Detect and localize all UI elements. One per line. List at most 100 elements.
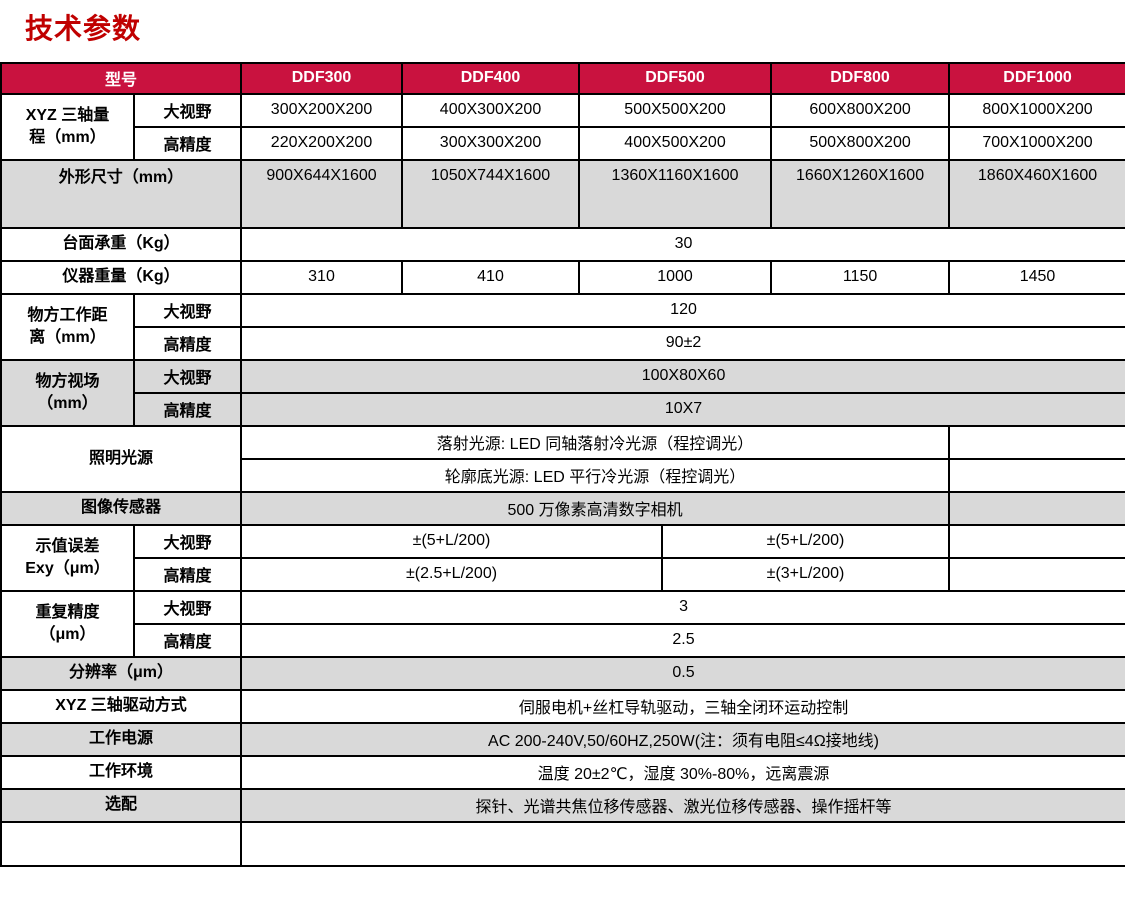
cell-value: 310 (240, 259, 404, 295)
cell-value: 100X80X60 (240, 358, 1125, 394)
empty-cell (948, 556, 1125, 592)
row-light-source-1: 照明光源 落射光源: LED 同轴落射冷光源（程控调光） (0, 424, 1125, 493)
cell-value: 500X800X200 (770, 125, 951, 161)
cell-value: 1450 (948, 259, 1125, 295)
row-field-of-view-bigview: 物方视场 （mm） 大视野 100X80X60 (0, 358, 1125, 427)
label-power: 工作电源 (0, 721, 243, 757)
cell-value: 2.5 (240, 622, 1125, 658)
label-drive-mode: XYZ 三轴驱动方式 (0, 688, 243, 724)
sublabel-big-view: 大视野 (132, 358, 243, 394)
cell-value: 500 万像素高清数字相机 (240, 490, 951, 526)
cell-value: 400X300X200 (401, 92, 581, 128)
row-image-sensor: 图像传感器 500 万像素高清数字相机 (0, 490, 1125, 526)
sublabel-high-precision: 高精度 (132, 391, 243, 427)
cell-value: 1360X1160X1600 (578, 158, 773, 229)
cell-value: 伺服电机+丝杠导轨驱动，三轴全闭环运动控制 (240, 688, 1125, 724)
header-model-ddf300: DDF300 (240, 61, 404, 95)
header-model-ddf800: DDF800 (770, 61, 951, 95)
cell-value: 1150 (770, 259, 951, 295)
row-light-source-2: 轮廓底光源: LED 平行冷光源（程控调光） (1, 457, 1125, 493)
label-field-of-view: 物方视场 （mm） (0, 358, 135, 427)
label-options: 选配 (0, 787, 243, 823)
cell-value: 0.5 (240, 655, 1125, 691)
cell-value: 1860X460X1600 (948, 158, 1125, 229)
cell-value: 300X300X200 (401, 125, 581, 161)
cell-value: 300X200X200 (240, 92, 404, 128)
cell-value: 900X644X1600 (240, 158, 404, 229)
sublabel-high-precision: 高精度 (132, 556, 243, 592)
cell-value: 10X7 (240, 391, 1125, 427)
cell-value: 120 (240, 292, 1125, 328)
row-repeatability-highprec: 高精度 2.5 (1, 622, 1125, 658)
sublabel-big-view: 大视野 (132, 589, 243, 625)
row-environment: 工作环境 温度 20±2℃，湿度 30%-80%，远离震源 (0, 754, 1125, 790)
sublabel-high-precision: 高精度 (132, 125, 243, 161)
header-model-ddf500: DDF500 (578, 61, 773, 95)
label-table-load: 台面承重（Kg） (0, 226, 243, 262)
spec-table: 型号 DDF300 DDF400 DDF500 DDF800 DDF1000 X… (0, 61, 1125, 867)
label-xyz-range: XYZ 三轴量 程（mm） (0, 92, 135, 161)
row-field-of-view-highprec: 高精度 10X7 (1, 391, 1125, 427)
row-working-distance-bigview: 物方工作距 离（mm） 大视野 120 (0, 292, 1125, 361)
cell-value: AC 200-240V,50/60HZ,250W(注：须有电阻≤4Ω接地线) (240, 721, 1125, 757)
cell-value: 1660X1260X1600 (770, 158, 951, 229)
cell-value: 探针、光谱共焦位移传感器、激光位移传感器、操作摇杆等 (240, 787, 1125, 823)
cell-value: ±(5+L/200) (240, 523, 664, 559)
cell-value: 30 (240, 226, 1125, 262)
cell-value: ±(2.5+L/200) (240, 556, 664, 592)
row-indication-error-highprec: 高精度 ±(2.5+L/200) ±(3+L/200) (1, 556, 1125, 592)
row-empty-trailing (0, 820, 1125, 867)
label-image-sensor: 图像传感器 (0, 490, 243, 526)
cell-value: ±(3+L/200) (661, 556, 951, 592)
header-model-ddf400: DDF400 (401, 61, 581, 95)
label-resolution: 分辨率（μm） (0, 655, 243, 691)
cell-value: 500X500X200 (578, 92, 773, 128)
cell-value: 700X1000X200 (948, 125, 1125, 161)
row-xyz-range-highprec: 高精度 220X200X200 300X300X200 400X500X200 … (1, 125, 1125, 161)
empty-cell (240, 820, 1125, 867)
cell-value: ±(5+L/200) (661, 523, 951, 559)
cell-value: 410 (401, 259, 581, 295)
sublabel-high-precision: 高精度 (132, 325, 243, 361)
cell-value: 90±2 (240, 325, 1125, 361)
cell-value: 1000 (578, 259, 773, 295)
page-title: 技术参数 (25, 13, 142, 44)
row-weight: 仪器重量（Kg） 310 410 1000 1150 1450 (0, 259, 1125, 295)
row-resolution: 分辨率（μm） 0.5 (0, 655, 1125, 691)
sublabel-big-view: 大视野 (132, 523, 243, 559)
label-repeatability: 重复精度 （μm） (0, 589, 135, 658)
sublabel-high-precision: 高精度 (132, 622, 243, 658)
empty-cell (948, 424, 1125, 460)
cell-value: 3 (240, 589, 1125, 625)
header-model-ddf1000: DDF1000 (948, 61, 1125, 95)
row-options: 选配 探针、光谱共焦位移传感器、激光位移传感器、操作摇杆等 (0, 787, 1125, 823)
empty-cell (0, 820, 243, 867)
row-power: 工作电源 AC 200-240V,50/60HZ,250W(注：须有电阻≤4Ω接… (0, 721, 1125, 757)
cell-value: 温度 20±2℃，湿度 30%-80%，远离震源 (240, 754, 1125, 790)
label-weight: 仪器重量（Kg） (0, 259, 243, 295)
cell-value: 1050X744X1600 (401, 158, 581, 229)
sublabel-big-view: 大视野 (132, 292, 243, 328)
sublabel-big-view: 大视野 (132, 92, 243, 128)
row-working-distance-highprec: 高精度 90±2 (1, 325, 1125, 361)
label-dimensions: 外形尺寸（mm） (0, 158, 243, 229)
cell-value: 220X200X200 (240, 125, 404, 161)
table-header-row: 型号 DDF300 DDF400 DDF500 DDF800 DDF1000 (0, 61, 1125, 95)
cell-value: 落射光源: LED 同轴落射冷光源（程控调光） (240, 424, 951, 460)
label-indication-error: 示值误差 Exy（μm） (0, 523, 135, 592)
row-repeatability-bigview: 重复精度 （μm） 大视野 3 (0, 589, 1125, 658)
row-indication-error-bigview: 示值误差 Exy（μm） 大视野 ±(5+L/200) ±(5+L/200) (0, 523, 1125, 592)
empty-cell (948, 490, 1125, 526)
label-environment: 工作环境 (0, 754, 243, 790)
cell-value: 800X1000X200 (948, 92, 1125, 128)
empty-cell (948, 523, 1125, 559)
cell-value: 轮廓底光源: LED 平行冷光源（程控调光） (240, 457, 951, 493)
row-dimensions: 外形尺寸（mm） 900X644X1600 1050X744X1600 1360… (0, 158, 1125, 229)
row-xyz-range-bigview: XYZ 三轴量 程（mm） 大视野 300X200X200 400X300X20… (0, 92, 1125, 161)
cell-value: 400X500X200 (578, 125, 773, 161)
header-model-label: 型号 (0, 61, 243, 95)
row-drive-mode: XYZ 三轴驱动方式 伺服电机+丝杠导轨驱动，三轴全闭环运动控制 (0, 688, 1125, 724)
label-light-source: 照明光源 (0, 424, 243, 493)
empty-cell (948, 457, 1125, 493)
